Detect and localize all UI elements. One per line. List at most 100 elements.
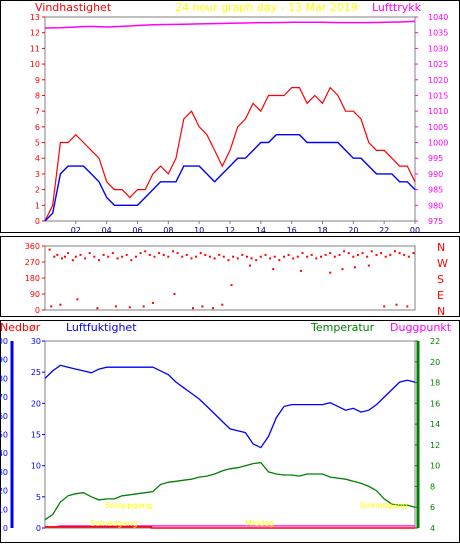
direction-point: [135, 255, 137, 258]
direction-point: [190, 257, 193, 260]
direction-point: [278, 259, 281, 262]
humidity-tick-label: 0: [36, 524, 41, 533]
direction-point: [329, 252, 332, 255]
wind-speed-tick-label: 5: [35, 139, 40, 148]
direction-point: [151, 301, 154, 304]
humidity-tick-label: 15: [31, 431, 41, 440]
temperature-tick-label: 20: [430, 358, 440, 367]
direction-point: [394, 250, 396, 253]
compass-label: E: [437, 289, 444, 302]
direction-point: [383, 305, 386, 308]
wind-speed-tick-label: 11: [30, 44, 40, 53]
sun-event-label: Solnedgang: [360, 501, 407, 510]
direction-point: [212, 307, 214, 310]
direction-point: [380, 252, 383, 255]
direction-point: [56, 253, 59, 256]
wind-speed-tick-label: 6: [35, 123, 40, 132]
direction-point: [227, 259, 230, 262]
direction-point: [162, 253, 165, 256]
wind-speed-tick-label: 7: [35, 107, 40, 116]
direction-point: [347, 252, 350, 255]
sun-event-label: Solnedgang: [90, 519, 137, 528]
direction-point: [250, 257, 253, 260]
direction-point: [236, 257, 239, 260]
direction-point: [64, 255, 66, 258]
time-tick-label: 14: [256, 226, 266, 235]
temperature-tick-label: 14: [430, 420, 440, 429]
direction-point: [195, 255, 198, 258]
rain-tick-label: 90: [0, 356, 8, 365]
direction-point: [176, 252, 179, 255]
dewpoint-axis-title: Duggpunkt: [390, 321, 452, 334]
wind-speed-axis-title: Vindhastighet: [35, 1, 112, 14]
pressure-tick-label: 975: [428, 217, 443, 226]
direction-point: [269, 257, 272, 260]
rain-tick-label: 0: [3, 524, 8, 533]
direction-point: [264, 253, 267, 256]
direction-point: [172, 250, 174, 253]
rain-tick-label: 70: [0, 393, 8, 402]
temperature-axis-title: Temperatur: [310, 321, 375, 334]
wind-gust-line: [44, 86, 416, 222]
rain-line: [45, 526, 415, 529]
direction-point: [116, 257, 119, 260]
direction-point: [273, 255, 276, 258]
dewpoint-line: [45, 525, 415, 528]
wind-speed-tick-label: 0: [35, 217, 40, 226]
direction-point: [246, 255, 248, 258]
compass-label: S: [437, 273, 444, 286]
compass-label: W: [437, 257, 448, 270]
direction-point: [352, 255, 355, 258]
direction-point: [84, 257, 87, 260]
direction-point: [333, 255, 336, 258]
wind-speed-tick-label: 10: [30, 60, 40, 69]
pressure-tick-label: 980: [428, 201, 443, 210]
direction-tick-label: 270: [25, 258, 40, 267]
wind-average-line: [44, 134, 416, 222]
time-tick-label: 22: [379, 226, 389, 235]
direction-point: [201, 305, 204, 308]
direction-point: [53, 255, 56, 258]
wind-speed-tick-label: 8: [35, 91, 40, 100]
compass-label: N: [437, 305, 445, 318]
rain-tick-label: 80: [0, 374, 8, 383]
time-tick-label: 18: [317, 226, 327, 235]
wind-speed-tick-label: 4: [35, 154, 40, 163]
direction-point: [74, 255, 77, 258]
direction-point: [114, 305, 117, 308]
humidity-tick-label: 25: [31, 368, 41, 377]
direction-point: [144, 250, 147, 253]
direction-point: [218, 253, 221, 256]
direction-point: [199, 252, 202, 255]
direction-point: [320, 255, 322, 258]
humidity-tick-label: 20: [31, 399, 41, 408]
direction-point: [111, 252, 114, 255]
direction-point: [88, 252, 91, 255]
humidity-line: [44, 364, 416, 449]
pressure-tick-label: 985: [428, 186, 443, 195]
direction-point: [338, 253, 341, 256]
rain-tick-label: 20: [0, 487, 8, 496]
direction-point: [361, 252, 364, 255]
sun-event-label: Middag: [245, 519, 274, 528]
direction-point: [79, 253, 82, 256]
direction-point: [107, 255, 110, 258]
direction-point: [324, 253, 327, 256]
direction-point: [375, 253, 378, 256]
direction-point: [153, 255, 156, 258]
time-tick-label: 12: [225, 226, 235, 235]
direction-point: [306, 255, 309, 258]
temperature-tick-label: 22: [430, 337, 440, 346]
direction-tick-label: 0: [35, 306, 40, 315]
rain-tick-label: 40: [0, 449, 8, 458]
direction-tick-label: 90: [30, 290, 40, 299]
direction-point: [148, 253, 151, 256]
direction-point: [98, 259, 100, 262]
direction-point: [222, 255, 225, 258]
rain-axis-title: Nedbør: [0, 321, 41, 334]
wind-speed-tick-label: 2: [35, 186, 40, 195]
direction-point: [259, 255, 262, 258]
